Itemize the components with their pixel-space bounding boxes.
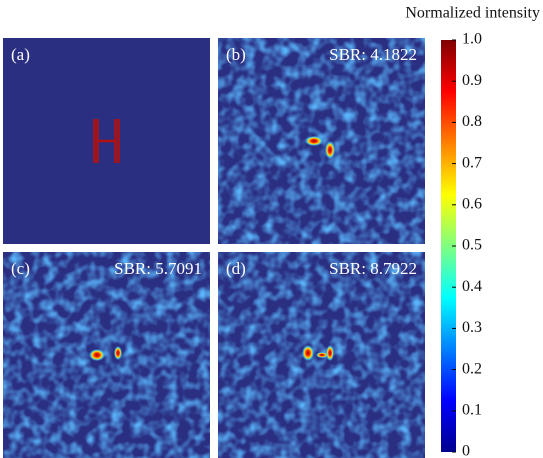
- noise-texture: [3, 252, 210, 458]
- colorbar-title: Normalized intensity: [405, 5, 540, 22]
- colorbar-tick-label: 0.5: [462, 237, 482, 254]
- colorbar-tick-label: 0.4: [462, 278, 482, 295]
- colorbar-tick-label: 0.8: [462, 113, 482, 130]
- panel: (b) SBR: 4.1822: [218, 38, 425, 244]
- sbr-label: SBR: 4.1822: [329, 45, 417, 64]
- colorbar-tick-label: 0.9: [462, 72, 482, 89]
- colorbar-tick-label: 0.2: [462, 360, 482, 377]
- panel-label: (a): [11, 45, 30, 64]
- hot-spot: [89, 349, 105, 361]
- colorbar-tick-label: 0.3: [462, 319, 482, 336]
- hot-spot: [305, 136, 323, 146]
- panel: (a): [3, 38, 210, 244]
- panel: (d) SBR: 8.7922: [218, 252, 425, 458]
- colorbar-tick-label: 0.1: [462, 401, 482, 418]
- colorbar: [441, 40, 456, 452]
- colorbar-tick-label: 1.0: [462, 31, 482, 48]
- hot-spot: [114, 346, 122, 360]
- hot-spot: [325, 141, 335, 159]
- sbr-label: SBR: 5.7091: [114, 259, 202, 278]
- hot-spot: [316, 352, 328, 358]
- colorbar-tick-label: 0: [462, 443, 470, 458]
- colorbar-tick-label: 0.7: [462, 154, 482, 171]
- hot-spot: [326, 345, 334, 361]
- target-shape: [93, 119, 120, 163]
- colorbar-tick-label: 0.6: [462, 195, 482, 212]
- panel-label: (d): [226, 259, 246, 278]
- panel-label: (c): [11, 259, 30, 278]
- sbr-label: SBR: 8.7922: [329, 259, 417, 278]
- panel: (c) SBR: 5.7091: [3, 252, 210, 458]
- panel-label: (b): [226, 45, 246, 64]
- hot-spot: [302, 345, 314, 361]
